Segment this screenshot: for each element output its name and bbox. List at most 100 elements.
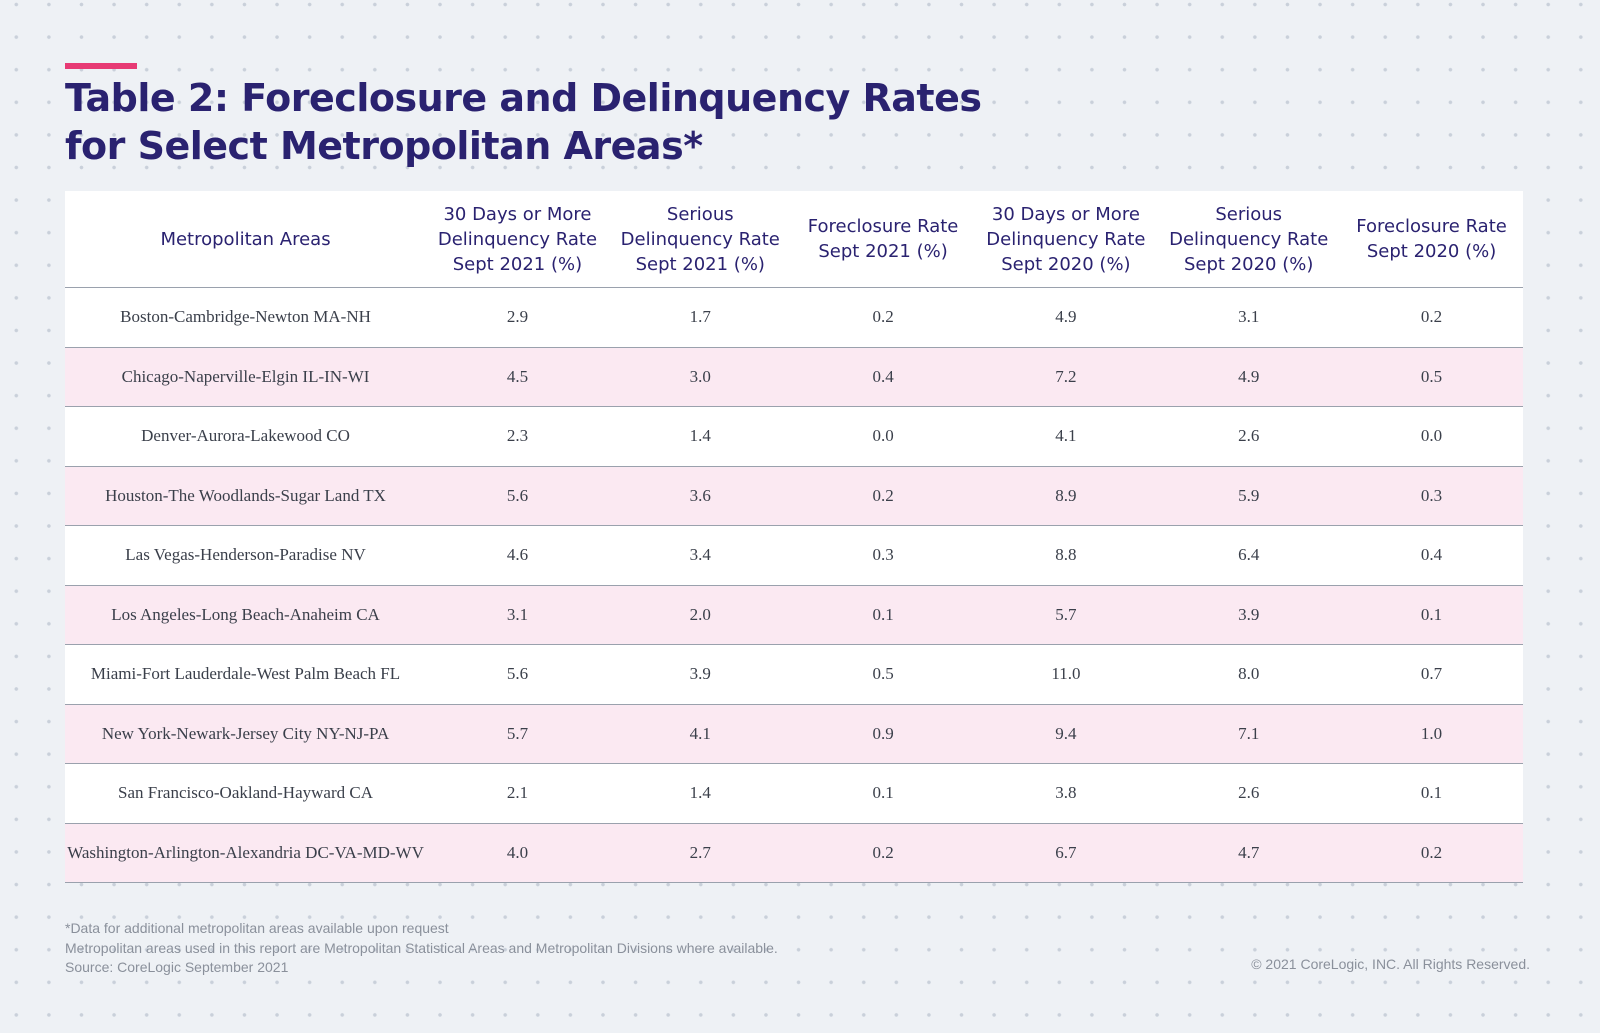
column-header-5: Serious Delinquency Rate Sept 2020 (%) (1157, 191, 1341, 288)
rate-cell: 0.3 (1340, 466, 1523, 526)
rate-cell: 0.1 (791, 585, 975, 645)
metro-area-name-cell: New York-Newark-Jersey City NY-NJ-PA (65, 704, 427, 764)
rate-cell: 6.7 (974, 823, 1158, 883)
rate-cell: 0.2 (791, 287, 975, 348)
metro-area-name-cell: Miami-Fort Lauderdale-West Palm Beach FL (65, 644, 427, 705)
rate-cell: 5.6 (426, 466, 609, 526)
rate-cell: 3.9 (608, 644, 792, 705)
rate-cell: 3.6 (608, 466, 792, 526)
rate-cell: 4.9 (974, 287, 1158, 348)
rate-cell: 3.4 (608, 525, 792, 586)
rate-cell: 3.0 (608, 347, 792, 407)
footnote-additional-data: *Data for additional metropolitan areas … (65, 920, 449, 936)
column-header-line: Foreclosure Rate (807, 216, 959, 237)
metro-area-name-cell: Denver-Aurora-Lakewood CO (65, 406, 427, 467)
rate-cell: 0.2 (1340, 823, 1523, 883)
rate-cell: 0.1 (791, 763, 975, 824)
rate-cell: 5.7 (426, 704, 609, 764)
page-title: Table 2: Foreclosure and Delinquency Rat… (65, 74, 1065, 170)
column-header-line: Foreclosure Rate (1356, 216, 1507, 237)
column-header-line: Delinquency Rate (1169, 228, 1329, 250)
rate-cell: 8.8 (974, 525, 1158, 586)
table-row: Los Angeles-Long Beach-Anaheim CA 3.1 2.0 0… (65, 585, 1523, 645)
rate-cell: 0.7 (1340, 644, 1523, 705)
rate-cell: 1.7 (608, 287, 792, 348)
rate-cell: 1.4 (608, 406, 792, 467)
rate-cell: 4.1 (974, 406, 1158, 467)
rate-cell: 0.3 (791, 525, 975, 586)
rate-cell: 2.9 (426, 287, 609, 348)
rate-cell: 4.0 (426, 823, 609, 883)
rate-cell: 7.2 (974, 347, 1158, 407)
rate-cell: 0.0 (791, 406, 975, 467)
table-row: Houston-The Woodlands-Sugar Land TX 5.6 3.… (65, 466, 1523, 526)
rate-cell: 5.6 (426, 644, 609, 705)
page-title-line-1: Table 2: Foreclosure and Delinquency Rat… (65, 76, 982, 120)
rate-cell: 0.1 (1340, 763, 1523, 824)
page-title-line-2: for Select Metropolitan Areas* (65, 124, 703, 168)
column-header-line: Metropolitan Areas (160, 228, 331, 250)
rate-cell: 0.5 (791, 644, 975, 705)
rate-cell: 3.1 (1157, 287, 1341, 348)
rate-cell: 4.7 (1157, 823, 1341, 883)
rate-cell: 4.9 (1157, 347, 1341, 407)
metro-area-name-cell: San Francisco-Oakland-Hayward CA (65, 763, 427, 824)
rate-cell: 4.1 (608, 704, 792, 764)
column-header-line: Sept 2020 (%) (1366, 241, 1497, 262)
rate-cell: 0.5 (1340, 347, 1523, 407)
rate-cell: 0.1 (1340, 585, 1523, 645)
rate-cell: 2.7 (608, 823, 792, 883)
rate-cell: 8.0 (1157, 644, 1341, 705)
rate-cell: 1.4 (608, 763, 792, 824)
rate-cell: 3.8 (974, 763, 1158, 824)
table-row: Washington-Arlington-Alexandria DC-VA-MD… (65, 823, 1523, 883)
rate-cell: 8.9 (974, 466, 1158, 526)
copyright-notice: © 2021 CoreLogic, INC. All Rights Reserv… (1251, 956, 1530, 972)
rate-cell: 5.7 (974, 585, 1158, 645)
footnotes: *Data for additional metropolitan areas … (65, 919, 778, 978)
column-header-line: Sept 2021 (%) (635, 253, 765, 275)
rate-cell: 0.0 (1340, 406, 1523, 467)
rate-cell: 3.1 (426, 585, 609, 645)
column-header-line: Sept 2020 (%) (1184, 253, 1314, 275)
table-row: San Francisco-Oakland-Hayward CA 2.1 1.4 0.… (65, 763, 1523, 824)
rate-cell: 0.4 (1340, 525, 1523, 586)
table-body: Boston-Cambridge-Newton MA-NH 2.9 1.7 0.2 4.… (65, 287, 1523, 883)
rate-cell: 4.5 (426, 347, 609, 407)
rates-table-container: Metropolitan Areas 30 Days or More Delinqu… (65, 191, 1523, 883)
column-header-line: 30 Days or More (991, 203, 1140, 225)
column-header-line: Serious (666, 203, 734, 225)
rate-cell: 4.6 (426, 525, 609, 586)
rate-cell: 0.2 (791, 466, 975, 526)
table-header-row: Metropolitan Areas 30 Days or More Delinqu… (65, 191, 1523, 288)
rate-cell: 0.2 (791, 823, 975, 883)
column-header-4: 30 Days or More Delinquency Rate Sept 2020… (974, 191, 1158, 288)
column-header-line: Sept 2020 (%) (1001, 253, 1131, 275)
rate-cell: 0.2 (1340, 287, 1523, 348)
column-header-line: Delinquency Rate (437, 228, 598, 250)
rate-cell: 11.0 (974, 644, 1158, 705)
rate-cell: 0.9 (791, 704, 975, 764)
rate-cell: 2.1 (426, 763, 609, 824)
table-row: Miami-Fort Lauderdale-West Palm Beach FL… (65, 644, 1523, 705)
column-header-line: Serious (1215, 203, 1283, 225)
metro-area-name-cell: Las Vegas-Henderson-Paradise NV (65, 525, 427, 586)
rate-cell: 1.0 (1340, 704, 1523, 764)
rate-cell: 7.1 (1157, 704, 1341, 764)
column-header-metropolitan-areas: Metropolitan Areas (65, 191, 427, 288)
column-header-line: Sept 2021 (%) (452, 253, 583, 275)
column-header-line: Delinquency Rate (620, 228, 780, 250)
column-header-line: 30 Days or More (443, 203, 592, 225)
table-row: Las Vegas-Henderson-Paradise NV 4.6 3.4 0.3… (65, 525, 1523, 586)
column-header-2: Serious Delinquency Rate Sept 2021 (%) (608, 191, 792, 288)
rate-cell: 0.4 (791, 347, 975, 407)
column-header-line: Sept 2021 (%) (818, 241, 948, 262)
rate-cell: 5.9 (1157, 466, 1341, 526)
column-header-1: 30 Days or More Delinquency Rate Sept 2021… (426, 191, 609, 288)
rate-cell: 3.9 (1157, 585, 1341, 645)
table-row: Boston-Cambridge-Newton MA-NH 2.9 1.7 0.2 4.… (65, 287, 1523, 348)
table-row: New York-Newark-Jersey City NY-NJ-PA 5.7 4… (65, 704, 1523, 764)
metro-area-name-cell: Los Angeles-Long Beach-Anaheim CA (65, 585, 427, 645)
title-accent-bar (65, 63, 137, 69)
metro-area-name-cell: Washington-Arlington-Alexandria DC-VA-MD… (65, 823, 427, 883)
